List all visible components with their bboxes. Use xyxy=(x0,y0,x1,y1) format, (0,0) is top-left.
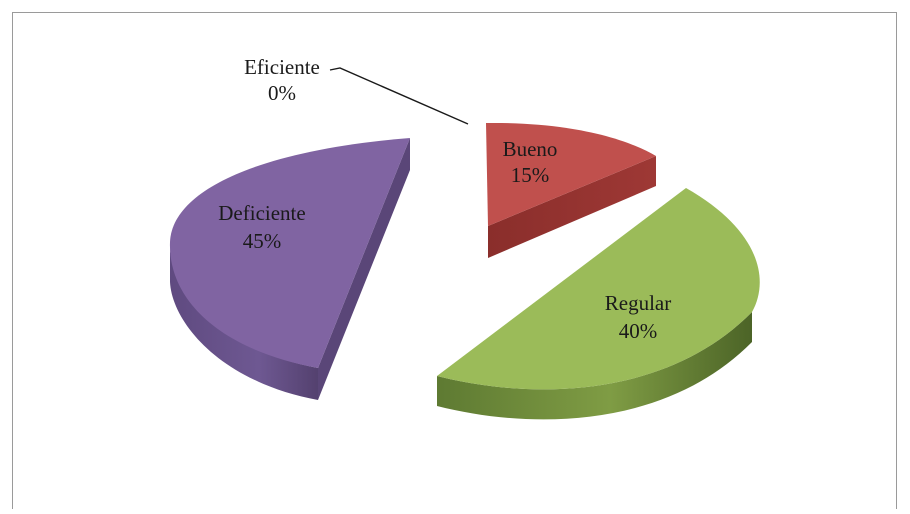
slice-label-bueno-name: Bueno xyxy=(503,137,558,161)
bueno-top xyxy=(486,122,656,226)
pie-slice-bueno xyxy=(486,122,656,258)
regular-top xyxy=(437,188,760,390)
slice-label-regular-name: Regular xyxy=(605,291,671,315)
slice-label-deficiente-name: Deficiente xyxy=(218,201,305,225)
eficiente-leader-line xyxy=(329,67,469,125)
pie-slice-regular xyxy=(437,188,760,420)
slice-label-deficiente-value: 45% xyxy=(243,229,282,253)
slice-label-regular-value: 40% xyxy=(619,319,658,343)
bueno-side xyxy=(488,156,656,258)
deficiente-inner-side xyxy=(318,138,410,400)
pie-slice-deficiente xyxy=(169,138,410,400)
slice-label-eficiente-value: 0% xyxy=(268,81,296,105)
slice-label-bueno-value: 15% xyxy=(511,163,550,187)
deficiente-top xyxy=(169,138,410,368)
deficiente-side xyxy=(170,248,318,400)
regular-side xyxy=(437,312,752,420)
slice-label-eficiente-name: Eficiente xyxy=(244,55,320,79)
